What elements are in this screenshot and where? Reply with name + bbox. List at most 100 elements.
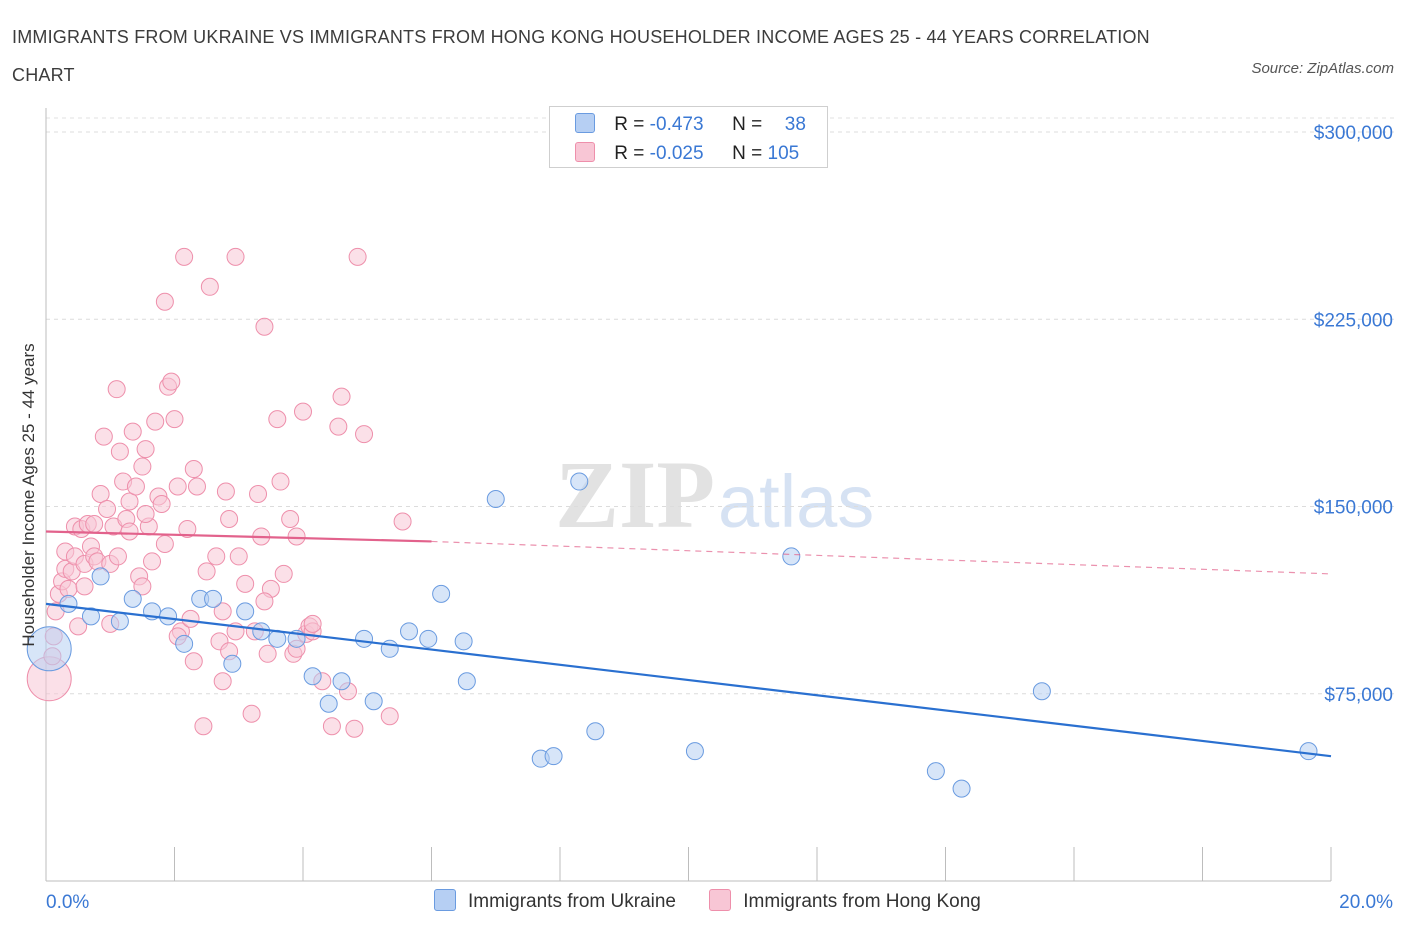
data-point-hong-kong — [75, 577, 94, 596]
data-point-hong-kong — [162, 372, 181, 391]
data-point-hong-kong — [271, 472, 290, 491]
data-point-ukraine — [454, 632, 473, 651]
data-point-hong-kong — [207, 547, 226, 566]
y-tick-label: $150,000 — [1314, 498, 1393, 519]
axes — [45, 108, 1332, 882]
legend-item-ukraine[interactable]: Immigrants from Ukraine — [434, 889, 676, 913]
tick-labels: $75,000 $150,000 $225,000 $300,000 0.0% 20.0% — [46, 123, 1393, 913]
data-point-hong-kong — [175, 247, 194, 266]
data-point-ukraine — [432, 584, 451, 603]
trend-line-hong-kong-extension — [431, 540, 1332, 575]
legend-row-ukraine: R = -0.473 N = 38 — [575, 113, 806, 136]
data-point-ukraine — [355, 629, 374, 648]
y-tick-label: $75,000 — [1324, 685, 1393, 706]
data-point-hong-kong — [178, 519, 197, 538]
data-point-ukraine — [570, 472, 589, 491]
data-point-hong-kong — [146, 412, 165, 431]
data-point-hong-kong — [355, 425, 374, 444]
data-point-hong-kong — [59, 579, 78, 598]
data-point-hong-kong — [108, 547, 127, 566]
data-point-hong-kong — [303, 614, 322, 633]
data-point-ukraine — [457, 672, 476, 691]
data-point-ukraine — [252, 622, 271, 641]
chart-title: IMMIGRANTS FROM UKRAINE VS IMMIGRANTS FR… — [12, 27, 1150, 85]
data-point-hong-kong — [143, 552, 162, 571]
data-point-hong-kong — [126, 477, 145, 496]
data-point-hong-kong — [187, 477, 206, 496]
data-point-ukraine — [59, 594, 78, 613]
data-point-hong-kong — [322, 717, 341, 736]
data-point-ukraine — [204, 589, 223, 608]
series-hong-kong — [26, 247, 412, 738]
data-point-hong-kong — [268, 410, 287, 429]
data-point-ukraine — [319, 694, 338, 713]
data-point-hong-kong — [184, 652, 203, 671]
stats-legend: R = -0.473 N = 38 R = -0.025 N = 105 — [549, 106, 828, 168]
y-tick-label: $225,000 — [1314, 310, 1393, 331]
data-point-hong-kong — [213, 672, 232, 691]
data-point-hong-kong — [229, 547, 248, 566]
x-tick-label: 20.0% — [1339, 892, 1393, 913]
data-point-hong-kong — [274, 564, 293, 583]
legend-swatch-ukraine — [434, 889, 456, 911]
series-legend: Immigrants from Ukraine Immigrants from … — [434, 889, 1009, 913]
n-label: N = — [732, 114, 763, 135]
data-point-hong-kong — [133, 457, 152, 476]
data-point-hong-kong — [98, 499, 117, 518]
legend-item-hong-kong[interactable]: Immigrants from Hong Kong — [709, 889, 981, 913]
data-point-ukraine — [400, 622, 419, 641]
watermark-atlas: atlas — [718, 460, 874, 543]
trend-line-ukraine — [45, 602, 1332, 758]
trend-line-hong-kong — [45, 530, 432, 543]
r-label: R = — [614, 114, 645, 135]
data-point-hong-kong — [94, 427, 113, 446]
r-value-ukraine: -0.473 — [649, 114, 704, 135]
r-value-hong-kong: -0.025 — [649, 143, 704, 164]
data-point-hong-kong — [165, 410, 184, 429]
data-point-ukraine — [123, 589, 142, 608]
y-tick-label: $300,000 — [1314, 123, 1393, 144]
data-point-hong-kong — [226, 247, 245, 266]
data-point-hong-kong — [152, 495, 171, 514]
legend-row-hong-kong: R = -0.025 N = 105 — [575, 142, 799, 165]
data-point-ukraine — [236, 602, 255, 621]
data-point-ukraine — [586, 722, 605, 741]
data-point-ukraine — [419, 629, 438, 648]
y-axis-label: Householder Income Ages 25 - 44 years — [19, 343, 38, 647]
data-point-hong-kong — [110, 442, 129, 461]
data-point-hong-kong — [69, 617, 88, 636]
data-point-hong-kong — [236, 574, 255, 593]
data-point-ukraine — [1299, 742, 1318, 761]
data-point-hong-kong — [155, 534, 174, 553]
n-value-hong-kong: 105 — [767, 143, 800, 164]
data-point-ukraine — [486, 490, 505, 509]
data-point-ukraine — [175, 634, 194, 653]
data-point-hong-kong — [249, 485, 268, 504]
data-point-ukraine — [223, 654, 242, 673]
n-value-ukraine: 38 — [784, 114, 806, 135]
data-point-hong-kong — [287, 527, 306, 546]
data-point-ukraine — [952, 779, 971, 798]
data-point-ukraine — [26, 626, 72, 672]
data-point-ukraine — [685, 742, 704, 761]
data-point-ukraine — [159, 607, 178, 626]
data-point-hong-kong — [393, 512, 412, 531]
data-point-hong-kong — [242, 704, 261, 723]
legend-swatch-hong-kong — [575, 142, 595, 162]
r-label: R = — [614, 143, 645, 164]
data-point-hong-kong — [332, 387, 351, 406]
data-point-hong-kong — [345, 719, 364, 738]
trend-lines — [45, 530, 1332, 758]
data-point-hong-kong — [255, 317, 274, 336]
data-point-hong-kong — [91, 485, 110, 504]
watermark: ZIP atlas — [555, 441, 874, 548]
data-point-ukraine — [926, 762, 945, 781]
legend-swatch-ukraine — [575, 113, 595, 133]
data-point-hong-kong — [255, 592, 274, 611]
data-point-hong-kong — [220, 509, 239, 528]
data-point-hong-kong — [294, 402, 312, 421]
data-point-ukraine — [544, 747, 563, 766]
data-point-hong-kong — [107, 380, 126, 399]
data-point-hong-kong — [120, 522, 139, 541]
data-point-hong-kong — [258, 644, 277, 663]
